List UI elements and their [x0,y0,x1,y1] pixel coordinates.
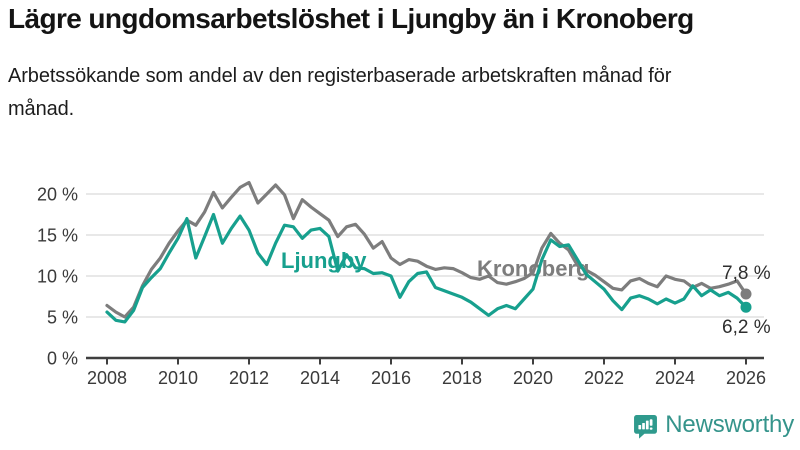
y-tick-label: 15 % [37,226,78,246]
series-end-dot-ljungby [740,301,752,313]
x-tick-label: 2010 [158,368,198,388]
newsworthy-branding: Newsworthy [633,411,794,440]
unemployment-line-chart: 0 % 5 % 10 % 15 % 20 % 2008 2010 2012 2014 2016 20… [37,180,771,388]
series-end-value-kronoberg: 7,8 % [722,263,771,284]
x-tick-label: 2018 [442,368,482,388]
y-tick-label: 10 % [37,267,78,287]
x-tick-label: 2014 [300,368,340,388]
series-line-ljungby [105,212,748,324]
y-tick-label: 0 % [47,349,78,369]
x-tick-label: 2016 [371,368,411,388]
x-tick-label: 2008 [87,368,127,388]
x-tick-label: 2020 [513,368,553,388]
y-tick-label: 5 % [47,308,78,328]
series-label-kronoberg: Kronoberg [477,256,589,281]
x-tick-label: 2012 [229,368,269,388]
y-tick-label: 20 % [37,185,78,205]
chart-subtitle: Arbetssökande som andel av den registerb… [8,65,672,120]
newsworthy-wordmark: Newsworthy [665,411,794,438]
x-tick-label: 2022 [584,368,624,388]
series-end-dot-kronoberg [740,288,752,300]
newsworthy-logo-icon [634,414,658,439]
series-line-kronoberg [105,180,748,319]
x-tick-label: 2026 [726,368,766,388]
series-label-ljungby: Ljungby [281,248,367,273]
x-tick-label: 2024 [655,368,695,388]
chart-title: Lägre ungdomsarbetslöshet i Ljungby än i… [8,3,694,34]
series-end-value-ljungby: 6,2 % [722,317,771,338]
